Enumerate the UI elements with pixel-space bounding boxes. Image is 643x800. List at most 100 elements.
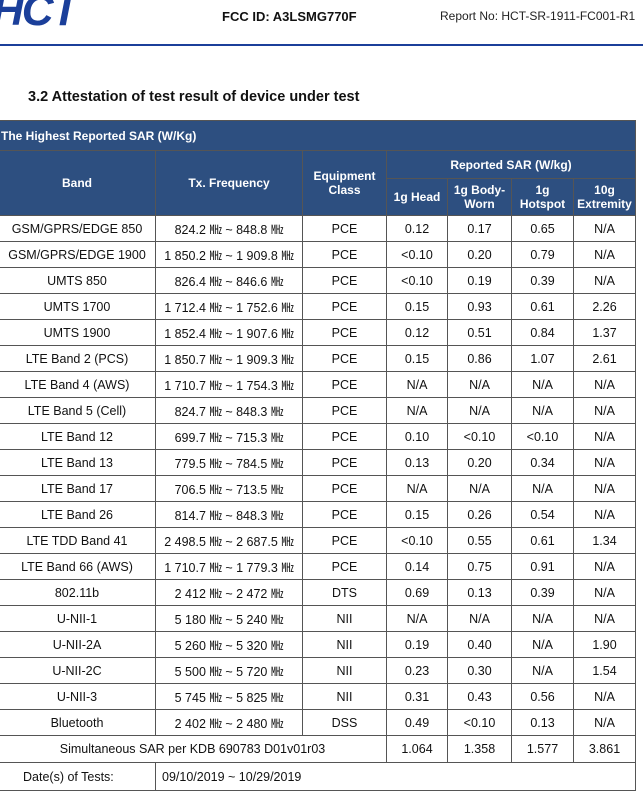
head-cell: 0.49 [386, 709, 448, 736]
class-cell: PCE [302, 293, 387, 320]
band-cell: U-NII-2A [0, 631, 156, 658]
hotspot-cell: 1.07 [511, 345, 574, 372]
hotspot-cell: 0.34 [511, 449, 574, 476]
frequency-cell: 1 850.7 ㎒ ~ 1 909.3 ㎒ [155, 345, 303, 372]
extremity-cell: N/A [573, 501, 636, 528]
band-cell: Bluetooth [0, 709, 156, 736]
head-cell: 0.12 [386, 319, 448, 346]
head-cell: <0.10 [386, 527, 448, 554]
subheader: 1g Body-Worn [447, 178, 512, 216]
class-cell: PCE [302, 527, 387, 554]
extremity-cell: 2.61 [573, 345, 636, 372]
data-row: LTE Band 26 814.7 ㎒ ~ 848.3 ㎒ PCE 0.15 0.26 0… [0, 501, 636, 528]
class-cell: PCE [302, 553, 387, 580]
band-cell: LTE Band 13 [0, 449, 156, 476]
data-row: LTE TDD Band 41 2 498.5 ㎒ ~ 2 687.5 ㎒ PCE <… [0, 527, 636, 554]
extremity-cell: N/A [573, 553, 636, 580]
subheader: 1g Hotspot [511, 178, 574, 216]
class-cell: NII [302, 631, 387, 658]
extremity-cell: 1.54 [573, 657, 636, 684]
extremity-cell: N/A [573, 475, 636, 502]
band-cell: GSM/GPRS/EDGE 1900 [0, 241, 156, 268]
hotspot-cell: 0.56 [511, 683, 574, 710]
body-worn-cell: 0.20 [447, 449, 512, 476]
frequency-cell: 699.7 ㎒ ~ 715.3 ㎒ [155, 423, 303, 450]
simultaneous-row: Simultaneous SAR per KDB 690783 D01v01r0… [0, 735, 636, 763]
head-cell: N/A [386, 475, 448, 502]
band-cell: UMTS 850 [0, 267, 156, 294]
head-cell: 0.13 [386, 449, 448, 476]
body-worn-cell: N/A [447, 475, 512, 502]
frequency-cell: 5 500 ㎒ ~ 5 720 ㎒ [155, 657, 303, 684]
body-worn-cell: 0.30 [447, 657, 512, 684]
data-row: U-NII-3 5 745 ㎒ ~ 5 825 ㎒ NII 0.31 0.43 0.56 N… [0, 683, 636, 710]
body-worn-cell: 0.93 [447, 293, 512, 320]
header-class: Equipment Class [302, 150, 387, 216]
body-worn-cell: 0.26 [447, 501, 512, 528]
hotspot-cell: N/A [511, 371, 574, 398]
head-cell: <0.10 [386, 267, 448, 294]
band-cell: U-NII-2C [0, 657, 156, 684]
hotspot-cell: 0.91 [511, 553, 574, 580]
frequency-cell: 1 852.4 ㎒ ~ 1 907.6 ㎒ [155, 319, 303, 346]
body-worn-cell: 0.51 [447, 319, 512, 346]
extremity-cell: N/A [573, 423, 636, 450]
subheader: 1g Head [386, 178, 448, 216]
extremity-cell: N/A [573, 449, 636, 476]
body-worn-cell: N/A [447, 605, 512, 632]
head-cell: 0.12 [386, 215, 448, 242]
simultaneous-value: 3.861 [573, 735, 636, 763]
extremity-cell: N/A [573, 267, 636, 294]
data-row: GSM/GPRS/EDGE 850 824.2 ㎒ ~ 848.8 ㎒ PCE 0.1… [0, 215, 636, 242]
class-cell: PCE [302, 423, 387, 450]
header-frequency: Tx. Frequency [155, 150, 303, 216]
simultaneous-value: 1.577 [511, 735, 574, 763]
head-cell: 0.10 [386, 423, 448, 450]
data-row: UMTS 850 826.4 ㎒ ~ 846.6 ㎒ PCE <0.10 0.19 0.3… [0, 267, 636, 294]
hotspot-cell: 0.13 [511, 709, 574, 736]
body-worn-cell: <0.10 [447, 709, 512, 736]
frequency-cell: 2 412 ㎒ ~ 2 472 ㎒ [155, 579, 303, 606]
hotspot-cell: <0.10 [511, 423, 574, 450]
class-cell: NII [302, 683, 387, 710]
class-cell: PCE [302, 371, 387, 398]
dates-label: Date(s) of Tests: [0, 762, 156, 791]
frequency-cell: 5 180 ㎒ ~ 5 240 ㎒ [155, 605, 303, 632]
data-row: UMTS 1700 1 712.4 ㎒ ~ 1 752.6 ㎒ PCE 0.15 0.9… [0, 293, 636, 320]
band-cell: LTE Band 66 (AWS) [0, 553, 156, 580]
sar-table: The Highest Reported SAR (W/Kg) Band Tx. F… [0, 120, 636, 791]
data-row: LTE Band 4 (AWS) 1 710.7 ㎒ ~ 1 754.3 ㎒ PCE… [0, 371, 636, 398]
header-reported: Reported SAR (W/kg) [386, 150, 636, 179]
simultaneous-value: 1.358 [447, 735, 512, 763]
head-cell: <0.10 [386, 241, 448, 268]
header-band: Band [0, 150, 156, 216]
hotspot-cell: 0.61 [511, 293, 574, 320]
class-cell: NII [302, 657, 387, 684]
head-cell: 0.23 [386, 657, 448, 684]
band-cell: LTE TDD Band 41 [0, 527, 156, 554]
body-worn-cell: 0.40 [447, 631, 512, 658]
body-worn-cell: 0.86 [447, 345, 512, 372]
head-cell: N/A [386, 397, 448, 424]
band-cell: LTE Band 12 [0, 423, 156, 450]
band-cell: U-NII-1 [0, 605, 156, 632]
frequency-cell: 2 402 ㎒ ~ 2 480 ㎒ [155, 709, 303, 736]
extremity-cell: 2.26 [573, 293, 636, 320]
subheader: 10g Extremity [573, 178, 636, 216]
extremity-cell: 1.37 [573, 319, 636, 346]
band-cell: 802.11b [0, 579, 156, 606]
band-cell: LTE Band 4 (AWS) [0, 371, 156, 398]
body-worn-cell: <0.10 [447, 423, 512, 450]
class-cell: PCE [302, 397, 387, 424]
frequency-cell: 5 260 ㎒ ~ 5 320 ㎒ [155, 631, 303, 658]
class-cell: PCE [302, 449, 387, 476]
body-worn-cell: 0.20 [447, 241, 512, 268]
head-cell: 0.31 [386, 683, 448, 710]
class-cell: PCE [302, 215, 387, 242]
hotspot-cell: 0.39 [511, 267, 574, 294]
head-cell: 0.69 [386, 579, 448, 606]
logo: HCT [0, 0, 78, 35]
frequency-cell: 5 745 ㎒ ~ 5 825 ㎒ [155, 683, 303, 710]
head-cell: 0.15 [386, 345, 448, 372]
